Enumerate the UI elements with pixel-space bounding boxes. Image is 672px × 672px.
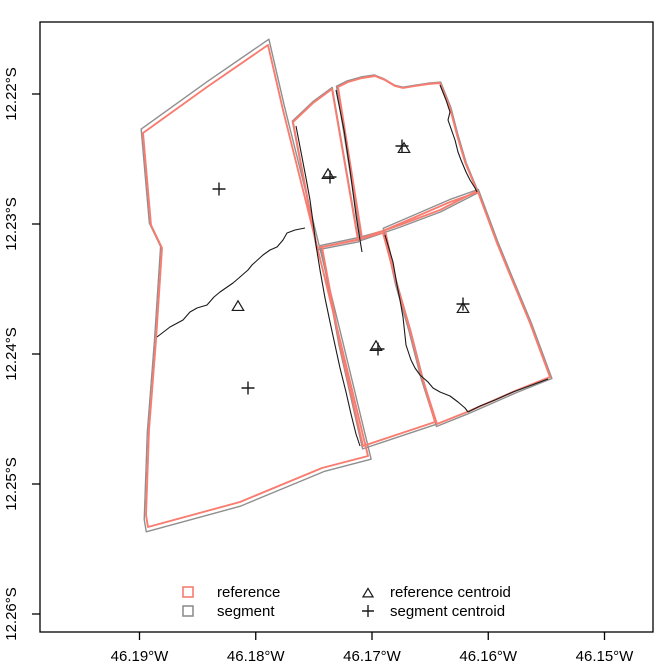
x-tick-label-1: 46.18°W (227, 648, 286, 665)
segment-boundary-west-diagonal (156, 227, 306, 338)
reference-centroid-marker-2 (397, 141, 411, 154)
legend-label-segment: segment (217, 603, 275, 620)
x-tick-label-2: 46.17°W (343, 648, 402, 665)
segment-boundary-b-right (439, 84, 478, 193)
reference-outline-field-b (337, 75, 478, 239)
plot-box (39, 21, 654, 633)
y-tick-label-2: 12.24°S (3, 327, 20, 381)
x-tick-label-3: 46.16°W (459, 648, 518, 665)
legend-label-segment-centroid: segment centroid (390, 603, 505, 620)
reference-centroid-marker-3 (369, 339, 383, 352)
legend-segment-centroid-plus-icon (362, 605, 374, 617)
segment-centroid-marker-1 (241, 381, 255, 395)
y-tick-label-4: 12.26°S (3, 587, 20, 641)
y-tick-label-3: 12.25°S (3, 457, 20, 511)
x-tick-label-0: 46.19°W (111, 648, 170, 665)
y-tick-label-0: 12.22°S (3, 67, 20, 121)
legend-segment-square-icon (182, 605, 194, 617)
y-tick-label-1: 12.23°S (3, 197, 20, 251)
legend-reference-centroid-triangle-icon (361, 587, 375, 598)
segment-boundary-ab (335, 89, 363, 253)
reference-centroid-marker-4 (456, 301, 470, 314)
reference-outline-field-d (384, 191, 551, 425)
reference-centroid-marker-1 (321, 167, 335, 180)
x-tick-label-4: 46.15°W (576, 648, 635, 665)
segment-centroid-marker-0 (212, 182, 226, 196)
legend-label-reference: reference (217, 584, 280, 601)
reference-centroid-marker-0 (231, 299, 245, 312)
segment-boundary-d-bottom (467, 378, 549, 413)
segment-boundary-west-cluster (295, 125, 361, 447)
reference-outline-field-a (292, 88, 359, 249)
reference-outline-field-west (142, 44, 369, 528)
legend-label-reference-centroid: reference centroid (390, 584, 511, 601)
segment-outline-field-d (382, 188, 553, 428)
segment-boundary-cd (384, 234, 469, 413)
legend-reference-square-icon (182, 586, 194, 598)
segment-centroid-marker-5 (456, 297, 470, 311)
